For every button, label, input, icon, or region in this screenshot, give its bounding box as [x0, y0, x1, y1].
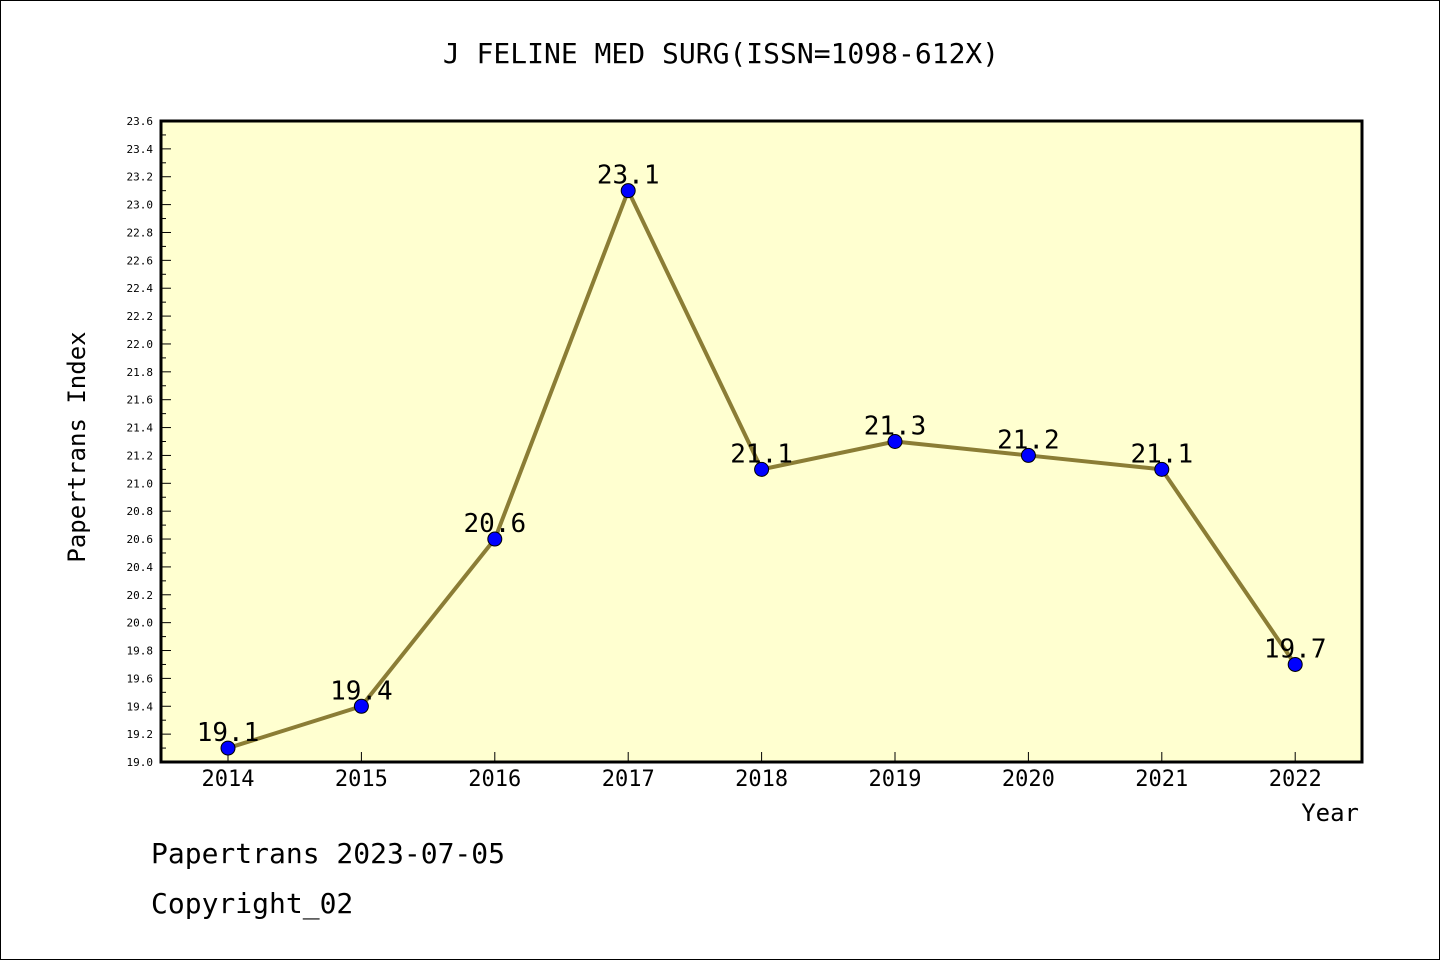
- y-tick-label: 20.0: [127, 617, 154, 630]
- y-tick-label: 21.6: [127, 394, 154, 407]
- y-tick-label: 22.0: [127, 338, 154, 351]
- x-tick-label: 2017: [602, 767, 655, 792]
- x-tick-label: 2020: [1002, 767, 1055, 792]
- data-label: 21.3: [864, 412, 927, 442]
- data-point: [487, 531, 503, 547]
- y-tick-label: 19.2: [127, 728, 154, 741]
- data-label: 21.1: [1130, 439, 1193, 469]
- data-point: [1154, 461, 1170, 477]
- data-point: [220, 740, 236, 756]
- y-tick-label: 22.6: [127, 254, 154, 267]
- y-tick-label: 19.6: [127, 672, 154, 685]
- x-tick-label: 2016: [468, 767, 521, 792]
- y-tick-label: 23.2: [127, 171, 154, 184]
- data-point: [754, 461, 770, 477]
- data-label: 19.4: [330, 676, 393, 706]
- x-tick-label: 2015: [335, 767, 388, 792]
- y-tick-label: 23.0: [127, 199, 154, 212]
- x-tick-label: 2019: [869, 767, 922, 792]
- y-tick-label: 22.8: [127, 226, 154, 239]
- y-tick-label: 22.4: [127, 282, 154, 295]
- data-point: [353, 698, 369, 714]
- x-tick-label: 2022: [1269, 767, 1322, 792]
- data-label: 19.7: [1264, 634, 1327, 664]
- data-label: 20.6: [463, 509, 526, 539]
- footer-date: Papertrans 2023-07-05: [151, 837, 506, 870]
- y-tick-label: 19.4: [127, 700, 154, 713]
- y-tick-label: 21.8: [127, 366, 154, 379]
- data-label: 19.1: [197, 718, 260, 748]
- data-label: 23.1: [597, 161, 660, 191]
- data-point: [887, 434, 903, 449]
- y-tick-label: 20.2: [127, 589, 154, 602]
- x-axis-label: Year: [1301, 799, 1359, 827]
- footer-copyright: Copyright_02: [151, 887, 354, 920]
- plot-area: [159, 119, 1364, 764]
- y-tick-label: 21.0: [127, 477, 154, 490]
- data-label: 21.2: [997, 425, 1060, 455]
- y-tick-label: 21.2: [127, 449, 154, 462]
- y-tick-label: 19.0: [127, 756, 154, 769]
- y-tick-label: 20.6: [127, 533, 154, 546]
- y-tick-label: 22.2: [127, 310, 154, 323]
- data-label: 21.1: [730, 439, 793, 469]
- chart-title: J FELINE MED SURG(ISSN=1098-612X): [442, 37, 1000, 70]
- y-tick-label: 23.4: [127, 143, 154, 156]
- y-tick-label: 21.4: [127, 422, 154, 435]
- y-tick-label: 23.6: [127, 115, 154, 128]
- y-tick-label: 20.4: [127, 561, 154, 574]
- data-point: [620, 183, 636, 199]
- y-axis-label: Papertrans Index: [63, 331, 91, 562]
- y-tick-label: 19.8: [127, 645, 154, 658]
- data-point: [1020, 447, 1036, 463]
- x-tick-label: 2014: [202, 767, 255, 792]
- x-tick-label: 2018: [735, 767, 788, 792]
- y-tick-label: 20.8: [127, 505, 154, 518]
- data-point: [1287, 656, 1303, 672]
- x-tick-label: 2021: [1135, 767, 1188, 792]
